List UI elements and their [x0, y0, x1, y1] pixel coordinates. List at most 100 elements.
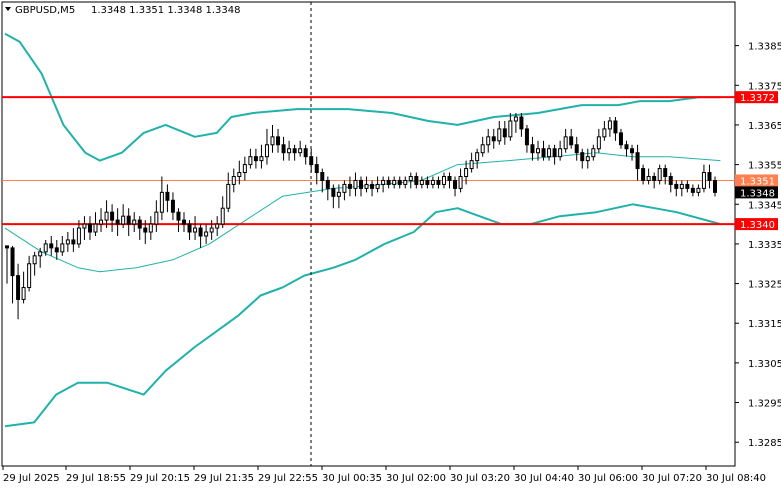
time-tick-label: 30 Jul 02:00 — [386, 473, 446, 484]
level-1.3340-label: 1.3340 — [740, 220, 775, 231]
candle-body-bull — [486, 136, 491, 146]
candle — [237, 160, 242, 185]
candle — [143, 220, 148, 244]
candle — [657, 164, 662, 185]
candle-body-bear — [126, 215, 131, 225]
candle — [276, 128, 281, 153]
candle-body-bull — [121, 215, 126, 225]
candle — [264, 128, 269, 165]
candle-body-bull — [43, 243, 48, 253]
candle — [353, 172, 358, 197]
candle-body-bull — [646, 175, 651, 181]
candle-body-bull — [696, 187, 701, 193]
candle — [314, 156, 319, 185]
candle — [32, 251, 37, 276]
time-tick-label: 30 Jul 00:35 — [322, 473, 382, 484]
candle — [253, 148, 258, 169]
candle-body-bull — [563, 136, 568, 150]
candle — [370, 180, 375, 197]
candle-body-bull — [679, 183, 684, 189]
candle-body-bear — [182, 219, 186, 225]
candle-body-bear — [10, 247, 15, 277]
triangle-down-icon[interactable] — [5, 7, 11, 11]
candle — [519, 113, 524, 137]
candle — [16, 263, 21, 320]
candle — [204, 224, 209, 244]
candle — [513, 113, 518, 133]
candle — [419, 176, 424, 189]
candle — [569, 128, 574, 149]
candle — [591, 144, 596, 161]
candle — [624, 140, 629, 157]
candle-body-bull — [287, 148, 292, 154]
candle-body-bear — [176, 211, 181, 221]
candle-body-bear — [447, 175, 452, 181]
candle — [414, 172, 419, 189]
candle — [104, 200, 109, 229]
candle-body-bear — [303, 148, 308, 158]
candle — [342, 180, 347, 201]
candle — [121, 204, 126, 229]
candle-body-bull — [475, 152, 480, 162]
candle-body-bear — [624, 144, 629, 150]
candle-body-bull — [242, 164, 247, 174]
candle-body-bear — [524, 128, 529, 146]
candle-body-bull — [381, 179, 386, 185]
candle-body-bull — [76, 227, 81, 245]
candle — [170, 192, 175, 221]
candle — [497, 120, 502, 145]
candle-body-bear — [347, 183, 352, 189]
level-1.3372-label: 1.3372 — [740, 93, 775, 104]
candle — [425, 176, 430, 189]
time-tick-label: 30 Jul 03:20 — [450, 473, 510, 484]
candle — [674, 180, 679, 197]
candle — [574, 136, 579, 161]
time-tick-label: 30 Jul 07:20 — [642, 473, 702, 484]
candle-body-bull — [82, 223, 87, 229]
candle — [99, 208, 104, 233]
candle-body-bull — [497, 128, 502, 142]
candle — [685, 180, 690, 193]
candle — [137, 216, 142, 240]
candle-body-bull — [657, 168, 662, 181]
price-tick-label: 1.3295 — [748, 399, 781, 410]
candle-body-bear — [110, 211, 115, 221]
candle — [43, 239, 48, 256]
candle-body-bull — [464, 168, 469, 177]
candle — [38, 247, 43, 268]
candle — [652, 172, 657, 189]
candle-body-bull — [591, 148, 596, 158]
candle — [602, 120, 607, 141]
candle-body-bull — [154, 211, 159, 225]
candle — [469, 152, 474, 173]
time-tick-label: 29 Jul 18:55 — [66, 473, 126, 484]
candle-body-bull — [513, 116, 518, 122]
candle — [430, 176, 435, 189]
candle-body-bear — [143, 227, 148, 233]
bollinger-lower-band — [4, 203, 721, 428]
candle — [193, 216, 198, 240]
candle-body-bull — [536, 148, 540, 154]
candle — [403, 176, 408, 189]
candle — [21, 271, 26, 304]
candle — [541, 140, 546, 161]
candle — [5, 245, 9, 284]
candle — [486, 128, 491, 153]
candle-body-bear — [630, 148, 635, 154]
candle-body-bull — [65, 239, 70, 245]
candle-body-bear — [663, 168, 668, 177]
candle — [447, 172, 452, 189]
candle — [508, 113, 513, 141]
candle-body-bull — [375, 183, 380, 189]
candle — [60, 235, 65, 256]
candle — [502, 120, 507, 145]
candle-body-bull — [193, 227, 198, 233]
candle-body-bear — [325, 179, 330, 189]
candle — [182, 212, 186, 233]
candle-body-bull — [32, 255, 37, 265]
candle-body-bear — [690, 187, 695, 193]
candle-body-bull — [148, 223, 153, 233]
